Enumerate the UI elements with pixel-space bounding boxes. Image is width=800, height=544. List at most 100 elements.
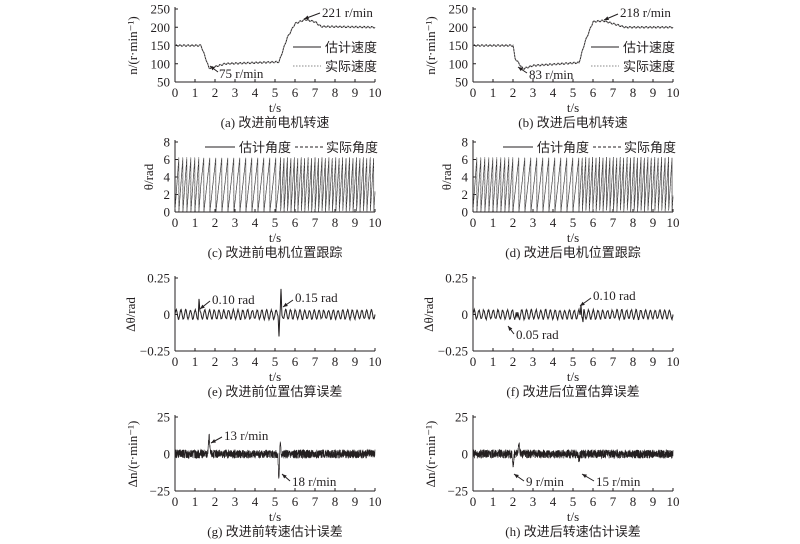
legend-label-actual: 实际角度 xyxy=(326,140,378,155)
x-axis-label: t/s xyxy=(269,230,281,245)
x-tick-label: 6 xyxy=(590,494,597,509)
x-axis-label: t/s xyxy=(567,369,579,384)
annotation-label: 9 r/min xyxy=(526,474,564,489)
x-tick-label: 0 xyxy=(172,215,179,230)
y-axis-label: Δn/(r·min⁻¹) xyxy=(125,421,140,488)
legend-label-estimated: 估计角度 xyxy=(239,140,291,155)
series-line-actual xyxy=(472,19,674,70)
x-tick-label: 1 xyxy=(192,494,199,509)
x-tick-label: 6 xyxy=(292,215,299,230)
y-tick-label: −0.25 xyxy=(140,344,170,359)
annotation-label: 13 r/min xyxy=(224,428,269,443)
x-tick-label: 6 xyxy=(292,494,299,509)
x-tick-label: 9 xyxy=(650,85,657,100)
x-tick-label: 2 xyxy=(510,85,517,100)
annotation-label: 75 r/min xyxy=(219,66,264,81)
y-axis-label: Δθ/rad xyxy=(421,297,436,332)
x-axis-label: t/s xyxy=(269,369,281,384)
chart-caption: (e) 改进前位置估算误差 xyxy=(208,384,343,399)
y-tick-label: 100 xyxy=(151,56,171,71)
y-tick-label: 6 xyxy=(462,152,469,167)
x-tick-label: 5 xyxy=(272,494,279,509)
x-tick-label: 2 xyxy=(510,215,517,230)
x-tick-label: 9 xyxy=(650,494,657,509)
y-tick-label: 0 xyxy=(164,447,171,462)
series-line xyxy=(472,304,674,323)
annotation-label: 0.10 rad xyxy=(593,288,636,303)
x-tick-label: 1 xyxy=(490,494,497,509)
y-tick-label: 2 xyxy=(462,187,469,202)
x-tick-label: 3 xyxy=(232,354,239,369)
y-tick-label: 150 xyxy=(449,38,469,53)
x-tick-label: 8 xyxy=(332,494,339,509)
x-tick-label: 5 xyxy=(272,85,279,100)
x-tick-label: 1 xyxy=(192,354,199,369)
x-tick-label: 10 xyxy=(369,215,382,230)
legend-label-actual: 实际速度 xyxy=(325,59,377,74)
arrowhead-icon xyxy=(514,474,519,479)
series-line xyxy=(174,433,376,479)
x-tick-label: 8 xyxy=(332,354,339,369)
x-tick-label: 2 xyxy=(510,494,517,509)
x-tick-label: 4 xyxy=(252,354,259,369)
x-tick-label: 2 xyxy=(212,85,219,100)
x-tick-label: 4 xyxy=(252,215,259,230)
x-tick-label: 7 xyxy=(312,494,319,509)
annotation-label: 83 r/min xyxy=(529,67,574,82)
arrowhead-icon xyxy=(604,16,609,20)
x-tick-label: 0 xyxy=(470,85,477,100)
x-tick-label: 8 xyxy=(630,215,637,230)
annotation-label: 218 r/min xyxy=(620,5,671,20)
x-tick-label: 6 xyxy=(292,85,299,100)
x-tick-label: 5 xyxy=(570,494,577,509)
annotation-label: 0.15 rad xyxy=(295,290,338,305)
x-tick-label: 5 xyxy=(570,354,577,369)
x-tick-label: 10 xyxy=(667,215,680,230)
y-tick-label: 50 xyxy=(157,75,170,90)
y-tick-label: 0.25 xyxy=(445,271,468,286)
y-tick-label: −0.25 xyxy=(438,344,468,359)
series-line xyxy=(174,288,376,337)
x-axis-label: t/s xyxy=(567,509,579,524)
annotation-label: 15 r/min xyxy=(596,474,641,489)
chart-caption: (d) 改进后电机位置跟踪 xyxy=(505,245,640,260)
x-tick-label: 10 xyxy=(667,354,680,369)
y-tick-label: 50 xyxy=(455,75,468,90)
y-axis-label: n/(r·min⁻¹) xyxy=(423,16,438,74)
y-tick-label: 6 xyxy=(164,152,171,167)
x-tick-label: 2 xyxy=(212,215,219,230)
series-line-actual xyxy=(472,157,674,212)
x-tick-label: 2 xyxy=(510,354,517,369)
x-tick-label: 3 xyxy=(232,494,239,509)
y-tick-label: 250 xyxy=(151,2,171,17)
y-tick-label: 4 xyxy=(164,170,171,185)
x-tick-label: 4 xyxy=(252,494,259,509)
chart-caption: (c) 改进前电机位置跟踪 xyxy=(208,245,343,260)
x-tick-label: 4 xyxy=(550,85,557,100)
arrowhead-icon xyxy=(282,474,287,479)
x-axis-label: t/s xyxy=(567,230,579,245)
x-tick-label: 0 xyxy=(470,494,477,509)
x-tick-label: 10 xyxy=(667,494,680,509)
x-tick-label: 10 xyxy=(369,354,382,369)
arrowhead-icon xyxy=(582,474,587,479)
arrowhead-icon xyxy=(283,302,288,307)
x-tick-label: 3 xyxy=(530,85,537,100)
x-tick-label: 10 xyxy=(667,85,680,100)
legend-label-actual: 实际速度 xyxy=(623,59,675,74)
y-axis-label: θ/rad xyxy=(141,163,156,190)
arrowhead-icon xyxy=(211,439,216,443)
x-tick-label: 1 xyxy=(490,354,497,369)
x-tick-label: 4 xyxy=(550,354,557,369)
x-tick-label: 4 xyxy=(252,85,259,100)
legend-label-estimated: 估计速度 xyxy=(325,40,377,55)
x-tick-label: 1 xyxy=(490,215,497,230)
annotation-label: 18 r/min xyxy=(292,474,337,489)
x-tick-label: 9 xyxy=(352,494,359,509)
annotation-label: 0.10 rad xyxy=(212,292,255,307)
x-tick-label: 0 xyxy=(470,215,477,230)
x-tick-label: 7 xyxy=(312,354,319,369)
